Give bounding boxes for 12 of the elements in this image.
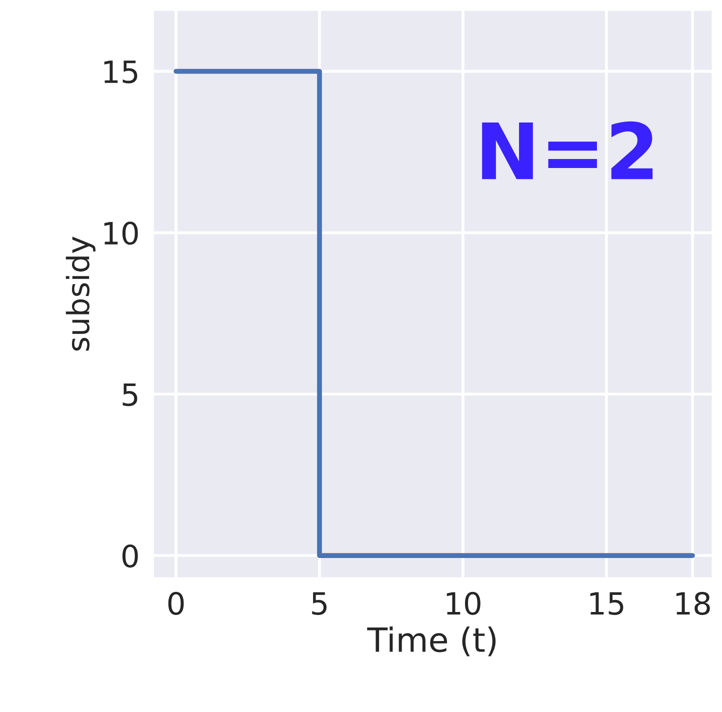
x-axis-title: Time (t) [367,626,496,656]
y-tick-label: 15 [104,60,138,84]
x-tick-label: 18 [676,592,710,615]
x-tick-label: 10 [446,592,480,615]
y-tick-label: 0 [122,544,138,568]
x-tick-label: 5 [312,592,327,615]
y-tick-label: 10 [104,222,138,245]
y-axis-title: subsidy [66,236,96,351]
x-tick-label: 15 [590,592,624,615]
y-tick-label: 5 [122,383,138,406]
x-tick-label: 0 [168,592,184,615]
annotation: N=2 [482,121,653,180]
